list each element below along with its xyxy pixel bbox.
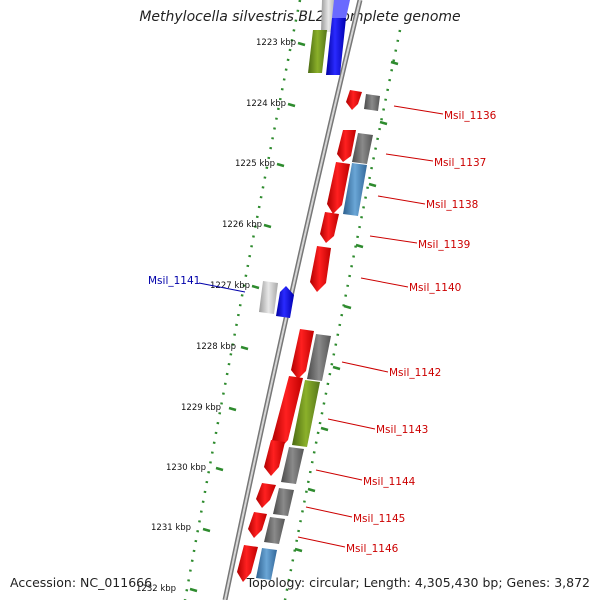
kbp-label-1223: 1223 kbp [256,38,296,48]
kbp-label-1230: 1230 kbp [166,463,206,473]
kbp-label-1229: 1229 kbp [181,403,221,413]
blue-gene-top-tip [332,0,350,18]
gene-msil-1146[interactable] [248,512,267,538]
gene-label-msil-1143[interactable]: Msil_1143 [376,424,428,436]
gene-label-msil-1144[interactable]: Msil_1144 [363,476,416,488]
kbp-label-1228: 1228 kbp [196,342,236,352]
gene-label-msil-1142[interactable]: Msil_1142 [389,367,441,379]
grey-feature-1137 [352,133,373,164]
genome-summary-text: Topology: circular; Length: 4,305,430 bp… [246,575,590,590]
grey-feature-1144 [281,447,304,484]
label-leader-lines [297,105,444,548]
gene-msil-1136[interactable] [346,90,362,110]
grey-feature-1142 [307,334,331,381]
gene-msil-1140[interactable] [310,246,331,292]
olive-feature-top [308,30,327,73]
label-leader-msil-1141 [198,282,246,293]
kbp-label-1224: 1224 kbp [246,99,286,109]
map-title: Methylocella silvestris BL2, complete ge… [139,9,461,25]
olive-feature-1143 [292,380,320,447]
gene-msil-1138[interactable] [327,162,350,214]
gene-msil-1142[interactable] [291,329,314,379]
blue-gene-top [326,18,346,75]
gene-msil-1137[interactable] [337,130,356,162]
gene-label-msil-1138[interactable]: Msil_1138 [426,199,478,211]
gene-label-msil-1141[interactable]: Msil_1141 [148,275,200,287]
gene-label-msil-1136[interactable]: Msil_1136 [444,110,497,122]
gene-label-msil-1146[interactable]: Msil_1146 [346,543,399,555]
grey-feature-1136 [364,94,380,111]
steelblue-feature-1138 [343,163,367,216]
gene-label-msil-1137[interactable]: Msil_1137 [434,157,486,169]
steelblue-feature-bottom [256,548,277,580]
kbp-label-1232: 1232 kbp [136,584,176,594]
outer-tick-ring [283,29,402,600]
grey-feature-1146 [264,517,285,544]
major-ticks [189,41,399,593]
kbp-label-1225: 1225 kbp [235,159,275,169]
gene-msil-1144[interactable] [264,440,285,476]
gene-msil-1145[interactable] [256,483,276,508]
gene-msil-1143[interactable] [272,376,303,451]
gene-label-msil-1140[interactable]: Msil_1140 [409,282,461,294]
gene-bottom-red[interactable] [237,545,258,582]
light-feature-1141 [259,281,278,314]
gene-msil-1141[interactable] [276,286,294,318]
gene-label-msil-1145[interactable]: Msil_1145 [353,513,405,525]
gene-label-msil-1139[interactable]: Msil_1139 [418,239,470,251]
grey-feature-1145 [273,488,294,516]
kbp-label-1227: 1227 kbp [210,281,250,291]
kbp-label-1226: 1226 kbp [222,220,262,230]
kbp-label-1231: 1231 kbp [151,523,191,533]
accession-text: Accession: NC_011666 [10,575,153,590]
gene-msil-1139[interactable] [320,212,339,243]
